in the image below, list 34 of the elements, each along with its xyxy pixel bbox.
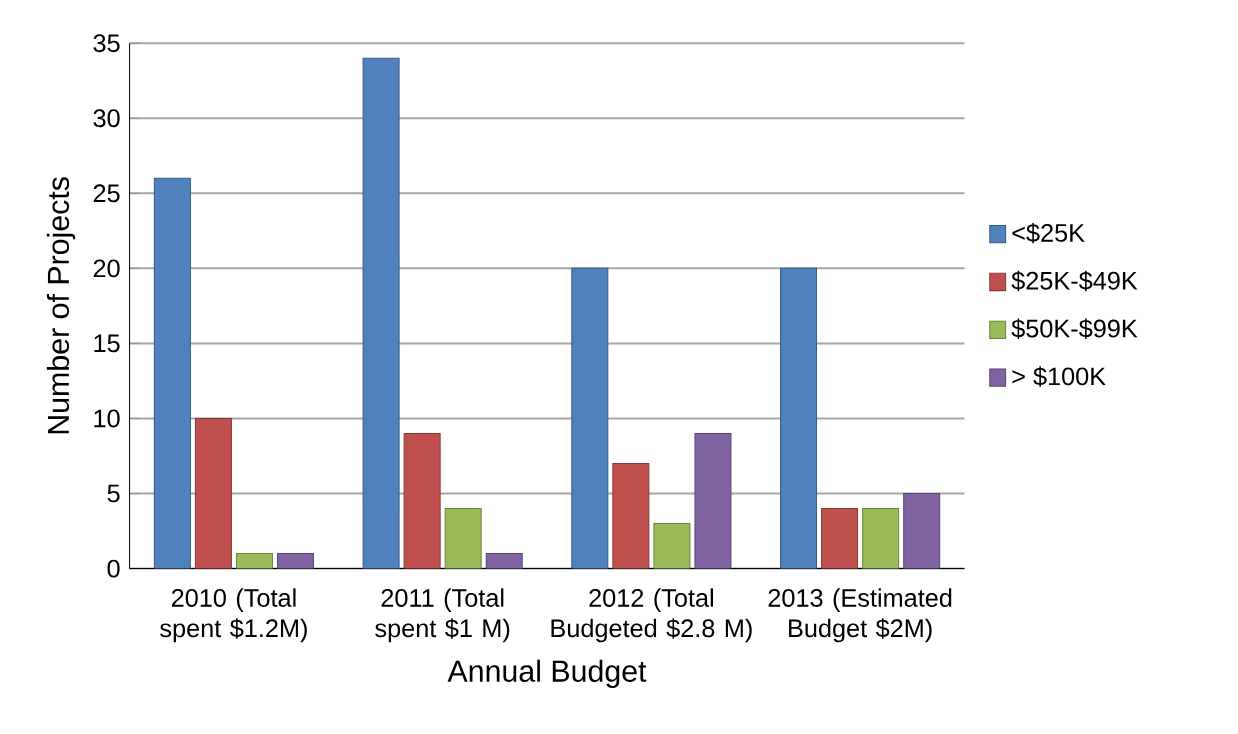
legend-label: $50K-$99K: [1011, 318, 1138, 339]
bar: [485, 553, 523, 569]
y-tick-label: 0: [107, 559, 120, 578]
bar: [821, 507, 859, 569]
bar: [862, 507, 900, 569]
y-axis-title: Number of Projects: [46, 177, 76, 434]
bar: [780, 267, 818, 569]
x-axis-title: Annual Budget: [447, 659, 647, 688]
bar: [194, 417, 232, 569]
bar: [903, 492, 941, 569]
bar: [153, 177, 191, 569]
x-tick-label: 2013 (Estimated Budget $2M): [768, 588, 952, 643]
bar: [362, 57, 400, 569]
y-tick-label: 15: [94, 334, 120, 353]
y-tick-label: 20: [93, 259, 120, 278]
legend-label: $25K-$49K: [1011, 270, 1138, 292]
y-tick-label: 10: [94, 409, 120, 428]
y-tick-label: 35: [93, 34, 120, 53]
x-tick-label: 2012 (Total Budgeted $2.8 M): [551, 588, 752, 643]
legend-label: <$25K: [1012, 222, 1085, 244]
bar: [653, 522, 691, 569]
bar: [403, 432, 441, 569]
bar: [694, 432, 732, 569]
bar: [277, 553, 314, 569]
legend-label: > $100K: [1012, 366, 1106, 387]
y-tick-label: 25: [93, 184, 120, 203]
bar: [612, 462, 650, 569]
x-tick-label: 2011 (Total spent $1 M): [375, 588, 510, 643]
bar: [571, 267, 609, 569]
y-tick-label: 5: [107, 484, 120, 503]
y-tick-label: 30: [93, 109, 120, 128]
x-tick-label: 2010 (Total spent $1.2M): [160, 588, 307, 643]
bar: [235, 553, 273, 569]
bar: [444, 507, 482, 569]
